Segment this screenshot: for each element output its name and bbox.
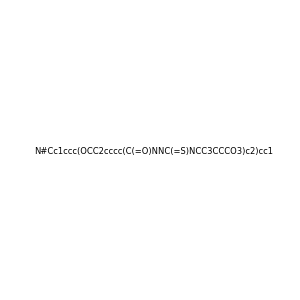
Text: N#Cc1ccc(OCC2cccc(C(=O)NNC(=S)NCC3CCCO3)c2)cc1: N#Cc1ccc(OCC2cccc(C(=O)NNC(=S)NCC3CCCO3)… bbox=[34, 147, 273, 156]
